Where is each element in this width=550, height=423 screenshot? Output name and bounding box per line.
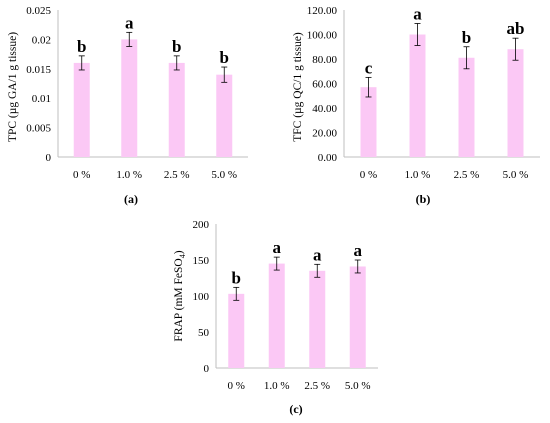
y-tick-label-a: 0.02	[32, 34, 51, 46]
bar-c	[349, 266, 366, 368]
bar-c	[309, 270, 326, 368]
x-tick-label-b: 0 %	[360, 169, 377, 181]
significance-letter-a: a	[125, 13, 134, 32]
x-tick-label-b: 1.0 %	[405, 169, 431, 181]
y-tick-label-a: 0.025	[26, 5, 51, 17]
y-axis-label-b: TFC (µg QC/1 g tissue)	[292, 32, 304, 142]
y-tick-label-c: 200	[193, 219, 210, 231]
y-tick-label-b: 0.00	[318, 152, 338, 164]
x-tick-label-a: 1.0 %	[116, 169, 142, 181]
y-tick-label-c: 150	[193, 255, 210, 267]
bar-b	[507, 49, 524, 158]
y-tick-label-c: 100	[193, 291, 210, 303]
y-tick-label-b: 40.00	[312, 103, 337, 115]
y-axis-label-c-subscript: 4	[178, 254, 187, 258]
significance-letter-a: b	[172, 37, 181, 56]
bar-c	[268, 263, 285, 368]
significance-letter-b: ab	[507, 19, 525, 38]
y-axis-label-c-main: FRAP (mM FeSO	[173, 258, 185, 341]
bar-b	[409, 34, 426, 157]
bar-a	[168, 62, 185, 157]
x-tick-label-b: 5.0 %	[503, 169, 529, 181]
bar-b	[458, 57, 475, 157]
bar-a	[121, 39, 138, 157]
y-axis-label-a: TPC (µg GA/1 g tissue)	[7, 32, 19, 142]
panel-label-c: (c)	[289, 402, 302, 416]
y-tick-label-a: 0.005	[26, 123, 51, 135]
panel-label-a: (a)	[124, 192, 138, 206]
significance-letter-a: b	[77, 37, 86, 56]
y-tick-label-b: 80.00	[312, 54, 337, 66]
x-tick-label-a: 5.0 %	[211, 169, 237, 181]
x-tick-label-c: 0 %	[228, 380, 245, 392]
y-tick-label-a: 0	[46, 152, 52, 164]
y-tick-label-c: 50	[198, 327, 210, 339]
significance-letter-a: b	[220, 48, 229, 67]
significance-letter-b: a	[413, 4, 422, 23]
y-tick-label-b: 120.00	[307, 5, 338, 17]
significance-letter-c: a	[313, 245, 322, 264]
significance-letter-b: b	[462, 28, 471, 47]
significance-letter-c: a	[273, 238, 282, 257]
y-tick-label-b: 60.00	[312, 79, 337, 91]
x-tick-label-a: 2.5 %	[164, 169, 190, 181]
chart-panel-a: TPC (µg GA/1 g tissue) 0 0.005 0.01 0.015 0.…	[7, 5, 248, 206]
x-tick-label-c: 2.5 %	[304, 380, 330, 392]
x-tick-label-c: 1.0 %	[264, 380, 290, 392]
y-tick-label-a: 0.015	[26, 64, 51, 76]
y-axis-label-c-end: )	[173, 250, 185, 254]
chart-panel-b: TFC (µg QC/1 g tissue) 0.00 20.00 40.00 60.…	[292, 4, 540, 206]
chart-panel-c: FRAP (mM FeSO4) 0 50 100 150 200 b 0 % a 1.0 % a 2…	[173, 219, 378, 416]
y-axis-label-c: FRAP (mM FeSO4)	[173, 250, 187, 341]
x-tick-label-b: 2.5 %	[454, 169, 480, 181]
panel-label-b: (b)	[416, 192, 431, 206]
significance-letter-c: a	[354, 241, 363, 260]
x-tick-label-a: 0 %	[73, 169, 90, 181]
significance-letter-b: c	[365, 58, 373, 77]
bar-b	[360, 87, 377, 157]
y-tick-label-b: 20.00	[312, 128, 337, 140]
bar-a	[73, 62, 90, 157]
bar-c	[228, 293, 245, 368]
bar-a	[216, 74, 233, 157]
y-tick-label-a: 0.01	[32, 93, 51, 105]
y-tick-label-b: 100.00	[307, 30, 338, 42]
significance-letter-c: b	[232, 268, 241, 287]
x-tick-label-c: 5.0 %	[345, 380, 371, 392]
y-tick-label-c: 0	[204, 363, 210, 375]
